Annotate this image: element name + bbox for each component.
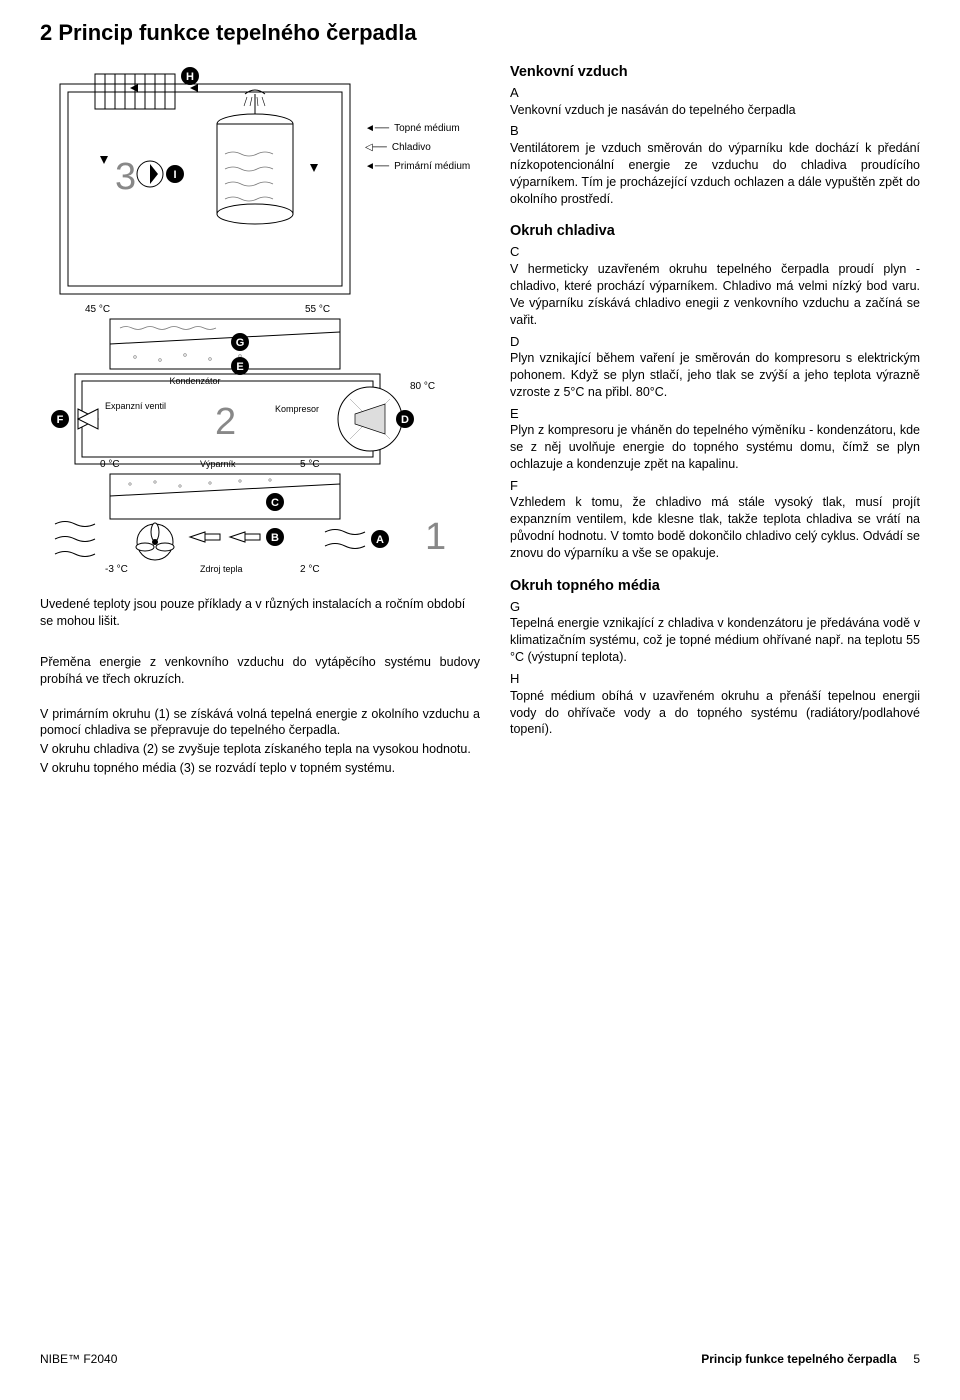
svg-text:5 °C: 5 °C <box>300 459 320 470</box>
text-B: Ventilátorem je vzduch směrován do výpar… <box>510 140 920 208</box>
svg-text:45 °C: 45 °C <box>85 304 110 315</box>
section-chladivo: Okruh chladiva <box>510 223 920 239</box>
label-C: C <box>510 243 920 261</box>
svg-text:-3 °C: -3 °C <box>105 564 128 575</box>
left-para-3: V okruhu chladiva (2) se zvyšuje teplota… <box>40 741 480 758</box>
text-C: V hermeticky uzavřeném okruhu tepelného … <box>510 261 920 329</box>
svg-text:Výparník: Výparník <box>200 459 236 469</box>
svg-text:C: C <box>271 497 279 509</box>
label-D: D <box>510 333 920 351</box>
footer-left: NIBE™ F2040 <box>40 1352 117 1366</box>
text-G: Tepelná energie vznikající z chladiva v … <box>510 615 920 666</box>
svg-text:80 °C: 80 °C <box>410 381 435 392</box>
label-H: H <box>510 670 920 688</box>
footer-section-title: Princip funkce tepelného čerpadla <box>701 1352 896 1366</box>
diagram-legend: ◄── Topné médium ◁── Chladivo ◄── Primár… <box>365 119 470 176</box>
text-E: Plyn z kompresoru je vháněn do tepelného… <box>510 422 920 473</box>
svg-text:H: H <box>186 71 194 83</box>
diagram-caption: Uvedené teploty jsou pouze příklady a v … <box>40 596 480 630</box>
label-E: E <box>510 405 920 423</box>
label-A: A <box>510 84 920 102</box>
main-layout: ◄── Topné médium ◁── Chladivo ◄── Primár… <box>40 64 920 777</box>
left-para-2: V primárním okruhu (1) se získává volná … <box>40 706 480 740</box>
section-venkovni: Venkovní vzduch <box>510 64 920 80</box>
text-D: Plyn vznikající během vaření je směrován… <box>510 350 920 401</box>
heat-pump-diagram: ◄── Topné médium ◁── Chladivo ◄── Primár… <box>40 64 480 584</box>
svg-text:0 °C: 0 °C <box>100 459 120 470</box>
right-column: Venkovní vzduch A Venkovní vzduch je nas… <box>510 64 920 777</box>
section-topne: Okruh topného média <box>510 578 920 594</box>
page-number: 5 <box>913 1352 920 1366</box>
left-column: ◄── Topné médium ◁── Chladivo ◄── Primár… <box>40 64 480 777</box>
label-F: F <box>510 477 920 495</box>
svg-text:D: D <box>401 414 409 426</box>
svg-text:A: A <box>376 534 384 546</box>
svg-text:G: G <box>236 337 245 349</box>
svg-text:2 °C: 2 °C <box>300 564 320 575</box>
page-title: 2 Princip funkce tepelného čerpadla <box>40 20 920 46</box>
svg-text:Kompresor: Kompresor <box>275 404 319 414</box>
left-para-4: V okruhu topného média (3) se rozvádí te… <box>40 760 480 777</box>
svg-text:2: 2 <box>215 401 236 443</box>
text-F: Vzhledem k tomu, že chladivo má stále vy… <box>510 494 920 562</box>
text-H: Topné médium obíhá v uzavřeném okruhu a … <box>510 688 920 739</box>
svg-text:F: F <box>57 414 64 426</box>
left-para-1: Přeměna energie z venkovního vzduchu do … <box>40 654 480 688</box>
legend-topne: ◄── Topné médium <box>365 119 470 138</box>
arrow-solid-icon: ◄── <box>365 119 389 138</box>
arrow-hollow-icon: ◁── <box>365 138 387 157</box>
svg-text:55 °C: 55 °C <box>305 304 330 315</box>
svg-text:Zdroj tepla: Zdroj tepla <box>200 564 243 574</box>
svg-text:Expanzní ventil: Expanzní ventil <box>105 401 166 411</box>
svg-text:1: 1 <box>425 516 446 558</box>
footer-right: Princip funkce tepelného čerpadla 5 <box>701 1352 920 1366</box>
legend-primarni: ◄── Primární médium <box>365 157 470 176</box>
text-A: Venkovní vzduch je nasáván do tepelného … <box>510 102 920 119</box>
svg-text:B: B <box>271 532 279 544</box>
svg-text:I: I <box>173 169 176 181</box>
svg-text:E: E <box>236 361 243 373</box>
label-B: B <box>510 122 920 140</box>
label-G: G <box>510 598 920 616</box>
arrow-solid-icon: ◄── <box>365 157 389 176</box>
legend-chladivo: ◁── Chladivo <box>365 138 470 157</box>
page-footer: NIBE™ F2040 Princip funkce tepelného čer… <box>40 1352 920 1366</box>
svg-text:3: 3 <box>115 156 136 198</box>
